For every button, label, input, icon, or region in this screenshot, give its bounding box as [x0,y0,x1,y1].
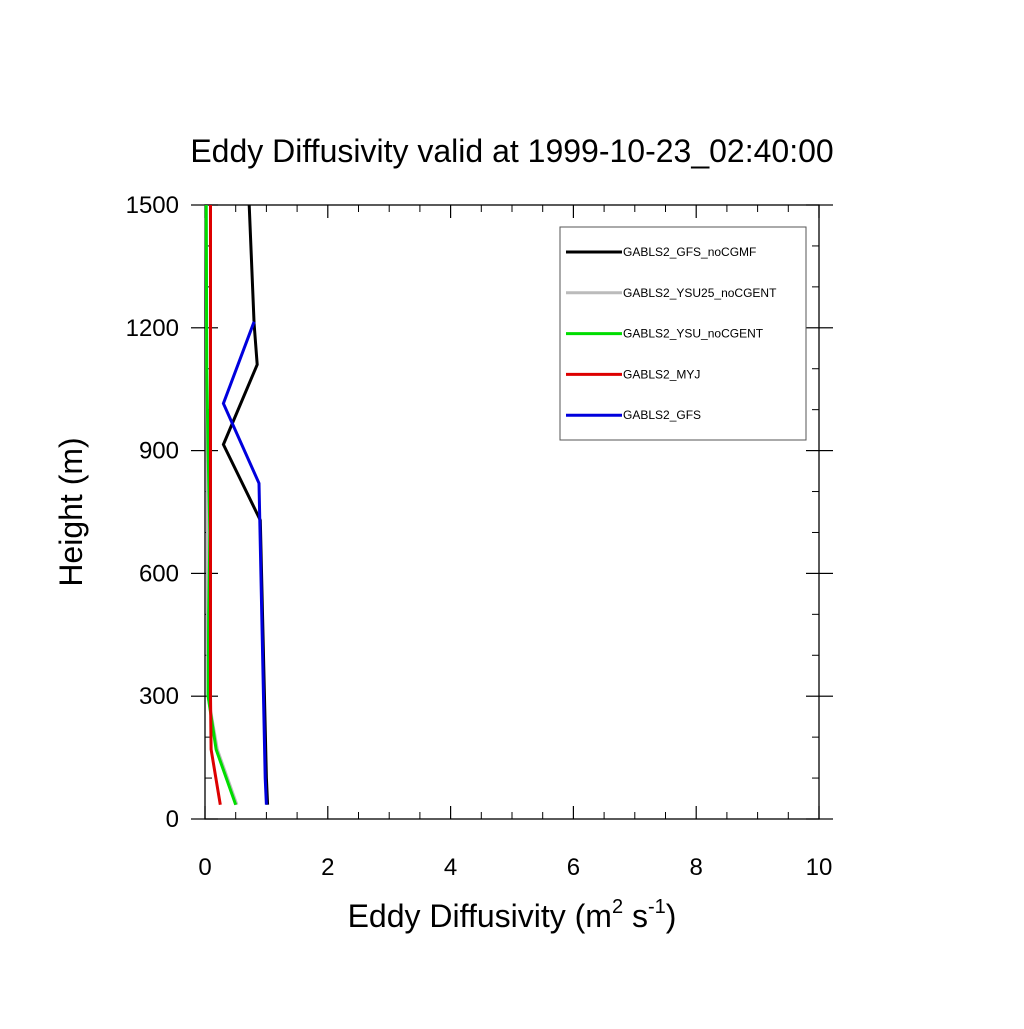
ticks-layer: 0 2 4 6 8 10 0 300 600 900 1200 1500 [126,192,833,881]
x-tick-label: 0 [198,854,211,881]
x-tick-label: 2 [321,854,334,881]
legend: GABLS2_GFS_noCGMF GABLS2_YSU25_noCGENT GAB… [559,226,807,441]
legend-label: GABLS2_YSU25_noCGENT [623,286,777,300]
legend-label: GABLS2_GFS_noCGMF [623,245,756,259]
series-line-gabls2-gfs-nocgmf [221,204,270,805]
x-axis-label: Eddy Diffusivity (m2 s-1) [348,896,677,934]
x-axis-label-sup1: 2 [612,896,623,918]
y-tick-label: 1200 [126,315,179,342]
x-axis-label-end: ) [666,898,677,934]
legend-label: GABLS2_MYJ [623,367,700,381]
x-axis-label-sup2: -1 [648,896,666,918]
x-axis-label-main: Eddy Diffusivity (m [348,898,612,934]
legend-label: GABLS2_YSU_noCGENT [623,327,764,341]
series-line-gabls2-myj [209,205,222,805]
x-tick-label: 6 [567,854,580,881]
y-tick-label: 300 [139,683,179,710]
y-tick-label: 900 [139,438,179,465]
chart-title: Eddy Diffusivity valid at 1999-10-23_02:… [190,133,833,169]
y-axis-label: Height (m) [53,437,89,586]
x-tick-label: 8 [690,854,703,881]
y-tick-label: 1500 [126,192,179,219]
y-tick-label: 0 [166,806,179,833]
series-layer [204,204,270,806]
x-axis-label-mid: s [623,898,648,934]
x-tick-label: 10 [806,854,833,881]
x-tick-label: 4 [444,854,457,881]
y-tick-label: 600 [139,560,179,587]
series-line-gabls2-gfs [221,321,268,805]
legend-label: GABLS2_GFS [623,408,701,422]
